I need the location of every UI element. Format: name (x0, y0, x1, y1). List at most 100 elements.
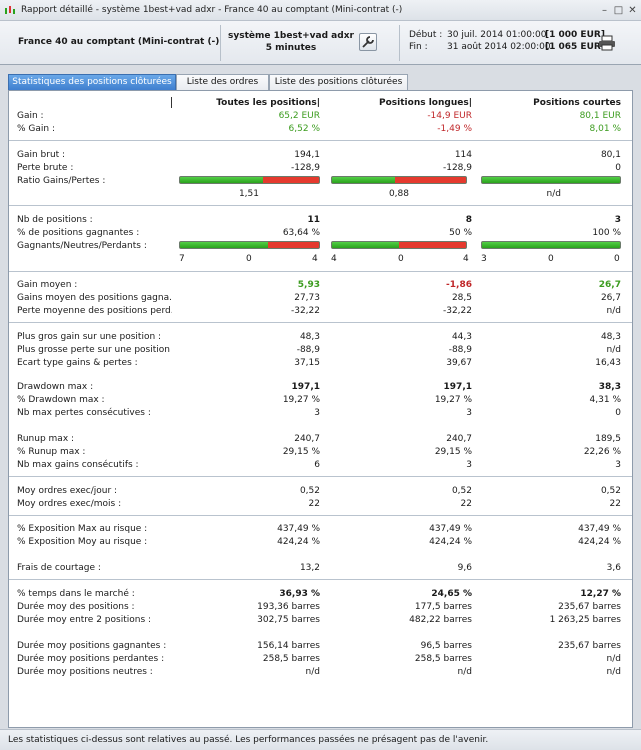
stat-label: Ecart type gains & pertes : (17, 358, 138, 368)
stat-row-avg-loss: Perte moyenne des positions perd... -32,… (9, 305, 632, 317)
stat-value-short: 100 % (592, 228, 621, 238)
stat-value-short: 38,3 (598, 382, 621, 392)
stat-value-all: 424,24 % (277, 537, 320, 547)
ratio-bar-long (331, 176, 467, 184)
stat-label: % Exposition Max au risque : (17, 524, 148, 534)
stat-value-all: 5,93 (297, 280, 320, 290)
header-separator (399, 25, 400, 61)
gnp-bar-long (331, 241, 467, 249)
stat-row-pct-gain: % Gain : 6,52 % -1,49 % 8,01 % (9, 123, 632, 135)
stat-row-ratio: Ratio Gains/Pertes : (9, 175, 632, 187)
stat-value-short: 437,49 % (578, 524, 621, 534)
stat-value-all: 65,2 EUR (278, 111, 320, 121)
stat-value-all: 6,52 % (288, 124, 320, 134)
stat-value-short: 3 (615, 460, 621, 470)
stat-value-short: 80,1 EUR (579, 111, 621, 121)
stat-value-all: 3 (314, 408, 320, 418)
gnp-losers-long: 4 (463, 254, 469, 264)
stat-value-all: n/d (305, 667, 320, 677)
section-divider (9, 476, 632, 477)
stat-value-all: 240,7 (294, 434, 320, 444)
stat-value-all: -88,9 (296, 345, 320, 355)
col-short-positions[interactable]: Positions courtes (533, 98, 621, 108)
stat-label: Frais de courtage : (17, 563, 101, 573)
maximize-button[interactable]: □ (613, 5, 624, 16)
stat-row-exp-avg: % Exposition Moy au risque : 424,24 % 42… (9, 536, 632, 548)
stat-label: Moy ordres exec/mois : (17, 499, 122, 509)
section-divider (9, 140, 632, 141)
stat-label: Gain : (17, 111, 44, 121)
instrument-name: France 40 au comptant (Mini-contrat (-) (18, 37, 220, 47)
ratio-bar-fill (332, 177, 395, 183)
stat-label: Moy ordres exec/jour : (17, 486, 118, 496)
gnp-neutral-all: 0 (246, 254, 252, 264)
stats-panel: Toutes les positions| Positions longues|… (8, 90, 633, 728)
stat-value-long: 482,22 barres (409, 615, 472, 625)
stat-label: Durée moy des positions : (17, 602, 135, 612)
col-long-positions[interactable]: Positions longues| (379, 98, 472, 108)
period-dates: Début : 30 juil. 2014 01:00:00[1 000 EUR]… (409, 29, 605, 53)
start-row: Début : 30 juil. 2014 01:00:00[1 000 EUR] (409, 29, 605, 41)
minimize-button[interactable]: – (602, 5, 607, 16)
stat-value-short: 48,3 (600, 332, 621, 342)
stat-row-time-market: % temps dans le marché : 36,93 % 24,65 %… (9, 588, 632, 600)
tab-orders-list[interactable]: Liste des ordres (176, 74, 269, 90)
stat-value-short: 189,5 (595, 434, 621, 444)
tab-closed-positions-stats[interactable]: Statistiques des positions clôturées (8, 74, 176, 90)
stat-value-short: n/d (606, 667, 621, 677)
system-settings-button[interactable] (359, 33, 377, 51)
end-row: Fin : 31 août 2014 02:00:00[1 065 EUR] (409, 41, 605, 53)
stat-value-long: -1,49 % (437, 124, 472, 134)
stat-value-long: -88,9 (448, 345, 472, 355)
stat-label: Gain brut : (17, 150, 66, 160)
stat-label: Perte brute : (17, 163, 74, 173)
stat-row-avg-win: Gains moyen des positions gagna... 27,73… (9, 292, 632, 304)
stat-value-all: 29,15 % (282, 447, 320, 457)
stat-value-long: 29,15 % (434, 447, 472, 457)
stat-value-long: -14,9 EUR (427, 111, 472, 121)
stat-value-long: -32,22 (442, 306, 472, 316)
stat-value-all: 0,52 (299, 486, 320, 496)
ratio-bar-fill (180, 177, 264, 183)
start-label: Début : (409, 30, 443, 40)
stat-label: Perte moyenne des positions perd... (17, 306, 172, 316)
stat-label: Plus grosse perte sur une position : (17, 345, 172, 355)
tab-closed-positions-list[interactable]: Liste des positions clôturées (269, 74, 408, 90)
stat-row-gnp-counts: 7 0 4 4 0 4 3 0 0 (9, 253, 632, 265)
close-button[interactable]: ✕ (628, 5, 637, 16)
stat-label: Nb de positions : (17, 215, 93, 225)
stat-value-short: 424,24 % (578, 537, 621, 547)
stat-value-short: 16,43 (595, 358, 621, 368)
ratio-value-short: n/d (546, 189, 561, 199)
stat-value-short: 0 (615, 163, 621, 173)
system-timeframe: 5 minutes (265, 43, 317, 53)
stat-value-all: 193,36 barres (257, 602, 320, 612)
gnp-bar-short (481, 241, 621, 249)
stat-value-all: 258,5 barres (262, 654, 320, 664)
stat-row-dur-neutral: Durée moy positions neutres : n/d n/d n/… (9, 666, 632, 678)
stat-row-avg-gain: Gain moyen : 5,93 -1,86 26,7 (9, 279, 632, 291)
printer-icon[interactable] (598, 35, 616, 51)
stat-row-avg-between: Durée moy entre 2 positions : 302,75 bar… (9, 614, 632, 626)
stat-row-fees: Frais de courtage : 13,2 9,6 3,6 (9, 562, 632, 574)
col-all-positions[interactable]: Toutes les positions| (216, 98, 320, 108)
stat-value-long: 50 % (449, 228, 472, 238)
gnp-winners-short: 3 (481, 254, 487, 264)
stat-value-short: n/d (606, 345, 621, 355)
stat-label: Nb max gains consécutifs : (17, 460, 139, 470)
gnp-bar-fill (482, 242, 620, 248)
stat-value-all: 63,64 % (282, 228, 320, 238)
stat-value-short: n/d (606, 654, 621, 664)
ratio-bar-all (179, 176, 320, 184)
stat-value-all: 302,75 barres (257, 615, 320, 625)
stat-row-exp-max: % Exposition Max au risque : 437,49 % 43… (9, 523, 632, 535)
gnp-bar-fill (332, 242, 399, 248)
section-divider (9, 322, 632, 323)
gnp-winners-all: 7 (179, 254, 185, 264)
system-name: système 1best+vad adxr 5 minutes (226, 30, 356, 54)
stat-value-long: 44,3 (451, 332, 472, 342)
stat-row-nb-positions: Nb de positions : 11 8 3 (9, 214, 632, 226)
start-date: 30 juil. 2014 01:00:00 (447, 30, 547, 40)
stat-label: Plus gros gain sur une position : (17, 332, 162, 342)
stat-row-std: Ecart type gains & pertes : 37,15 39,67 … (9, 357, 632, 369)
